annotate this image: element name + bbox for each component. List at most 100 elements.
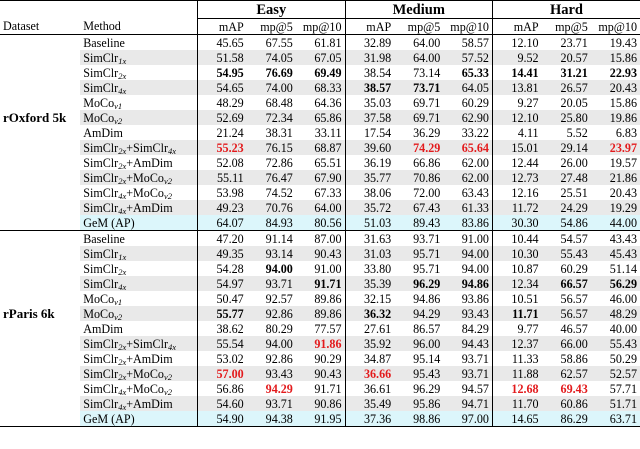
- value-cell: 54.28: [197, 261, 247, 276]
- dataset-cell: [0, 200, 80, 215]
- value-cell: 95.71: [413, 261, 441, 276]
- value-cell: 96.29: [413, 381, 441, 396]
- value-cell: 32.15: [344, 291, 395, 306]
- value-cell: 26.57: [541, 80, 591, 95]
- table-row: GeM (AP) 54.90 94.38 91.95 37.36 98.86 97.00 14…: [0, 411, 640, 427]
- method-name: Baseline: [83, 35, 125, 50]
- value-cell: 29.14: [541, 140, 591, 155]
- value-cell: 19.86: [590, 110, 640, 125]
- value-cell: 66.00: [541, 336, 591, 351]
- method-name: SimClr4x+MoCov2: [83, 381, 172, 397]
- value-cell: 55.23: [197, 140, 247, 155]
- value-cell: 96.00: [394, 336, 444, 351]
- dataset-cell: [0, 381, 80, 396]
- value-cell: 55.11: [197, 170, 247, 185]
- value-cell: 86.57: [413, 321, 441, 336]
- value-cell: 93.43: [443, 306, 493, 321]
- method-name: SimClr2x+SimClr4x: [80, 336, 198, 351]
- value-cell: 12.10: [491, 110, 542, 125]
- value-cell: 33.11: [314, 125, 342, 140]
- value-cell: 94.00: [246, 336, 296, 351]
- value-cell: 49.23: [197, 200, 247, 215]
- value-cell: 35.39: [344, 276, 395, 291]
- value-cell: 97.00: [443, 411, 493, 427]
- value-cell: 12.10: [491, 34, 542, 50]
- value-cell: 26.00: [560, 155, 588, 170]
- value-cell: 11.88: [491, 366, 542, 381]
- table-row: MoCov1 50.47 92.57 89.86 32.15 94.86 93.86 10.5…: [0, 291, 640, 306]
- value-cell: 35.03: [344, 95, 395, 110]
- value-cell: 62.00: [443, 170, 493, 185]
- dataset-cell: [0, 230, 81, 246]
- value-cell: 76.15: [246, 140, 296, 155]
- value-cell: 24.29: [541, 200, 591, 215]
- table-row: rParis 6k MoCov2 55.77 92.86 89.86 36.32 94.29…: [0, 306, 640, 321]
- table-row: Baseline 45.65 67.55 61.81 32.89 64.00 58.57 12…: [0, 34, 640, 50]
- value-cell: 91.86: [295, 336, 346, 351]
- value-cell: 50.29: [609, 351, 637, 366]
- value-cell: 45.43: [590, 246, 640, 261]
- value-cell: 36.61: [344, 381, 395, 396]
- value-cell: 74.00: [246, 80, 296, 95]
- dataset-cell: [0, 411, 81, 427]
- value-cell: 38.57: [344, 80, 395, 95]
- value-cell: 27.61: [344, 321, 395, 336]
- value-cell: 69.43: [560, 381, 588, 396]
- value-cell: 49.35: [197, 246, 247, 261]
- value-cell: 93.71: [246, 276, 296, 291]
- value-cell: 54.97: [197, 276, 247, 291]
- value-cell: 11.33: [491, 351, 542, 366]
- value-cell: 64.00: [394, 50, 444, 65]
- value-cell: 68.48: [265, 95, 293, 110]
- dataset-cell: [0, 185, 80, 200]
- column-header-hard-mp10: mp@10: [598, 19, 637, 34]
- value-cell: 38.62: [197, 321, 247, 336]
- value-cell: 91.00: [314, 261, 342, 276]
- value-cell: 40.00: [609, 321, 637, 336]
- method-name: SimClr4x: [80, 276, 198, 291]
- value-cell: 52.57: [590, 366, 640, 381]
- value-cell: 10.30: [491, 246, 542, 261]
- value-cell: 38.31: [265, 125, 293, 140]
- value-cell: 64.07: [197, 215, 247, 231]
- value-cell: 15.86: [609, 95, 637, 110]
- value-cell: 92.86: [246, 306, 296, 321]
- column-header-method: Method: [83, 19, 121, 34]
- method-name: Baseline: [80, 230, 198, 246]
- value-cell: 73.14: [413, 65, 441, 80]
- value-cell: 73.71: [394, 80, 444, 95]
- value-cell: 31.98: [344, 50, 395, 65]
- value-cell: 51.03: [344, 215, 395, 231]
- column-header-medium-mp10: mp@10: [450, 19, 489, 34]
- dataset-label: rOxford 5k: [3, 109, 67, 125]
- table-row: AmDim 21.24 38.31 33.11 17.54 36.29 33.22 4.11 5…: [0, 125, 640, 140]
- value-cell: 77.57: [314, 321, 342, 336]
- dataset-cell: [0, 336, 80, 351]
- value-cell: 9.27: [491, 95, 542, 110]
- value-cell: 25.51: [560, 185, 588, 200]
- value-cell: 37.58: [344, 110, 395, 125]
- value-cell: 92.86: [265, 351, 293, 366]
- value-cell: 74.29: [394, 140, 444, 155]
- value-cell: 60.29: [560, 261, 588, 276]
- dataset-cell: [0, 140, 80, 155]
- column-header-hard-map: mAP: [491, 18, 542, 35]
- value-cell: 94.86: [443, 276, 493, 291]
- value-cell: 35.49: [344, 396, 395, 411]
- table-row: Baseline 47.20 91.14 87.00 31.63 93.71 91.00 10…: [0, 230, 640, 246]
- group-header-easy: Easy: [197, 0, 346, 19]
- value-cell: 44.00: [590, 215, 640, 231]
- value-cell: 60.29: [461, 95, 489, 110]
- value-cell: 80.29: [265, 321, 293, 336]
- table-row: SimClr2x+AmDim 53.02 92.86 90.29 34.87 95.14 9…: [0, 351, 640, 366]
- value-cell: 62.90: [443, 110, 493, 125]
- value-cell: 55.43: [590, 336, 640, 351]
- value-cell: 32.89: [344, 34, 395, 50]
- value-cell: 11.72: [491, 200, 542, 215]
- value-cell: 62.00: [461, 155, 489, 170]
- value-cell: 63.43: [461, 185, 489, 200]
- value-cell: 19.43: [609, 35, 637, 50]
- column-header-medium-mp5: mp@5: [407, 19, 441, 34]
- value-cell: 95.43: [394, 366, 444, 381]
- column-header-easy-mp10: mp@10: [302, 19, 342, 34]
